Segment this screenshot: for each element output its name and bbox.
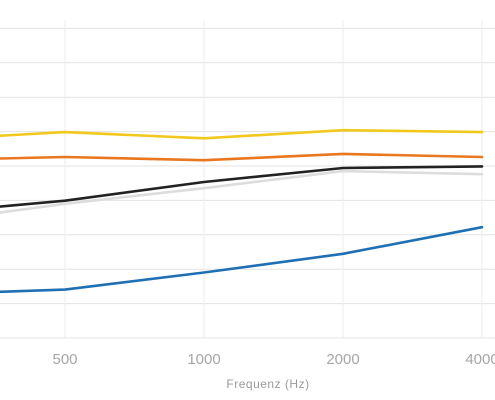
x-tick-labels: 500 1000 2000 4000 bbox=[52, 351, 495, 368]
series-line-3 bbox=[0, 169, 484, 214]
series-line-4 bbox=[0, 225, 484, 294]
series-line-0 bbox=[0, 128, 484, 140]
x-tick-label-4000: 4000 bbox=[465, 351, 495, 368]
x-tick-label-2000: 2000 bbox=[326, 351, 359, 368]
series-line-1 bbox=[0, 152, 484, 162]
series-line-2 bbox=[0, 165, 484, 208]
x-tick-label-1000: 1000 bbox=[187, 351, 220, 368]
grid bbox=[0, 20, 495, 339]
series-lines bbox=[0, 128, 484, 294]
x-tick-label-500: 500 bbox=[52, 351, 77, 368]
x-axis-title: Frequenz (Hz) bbox=[226, 377, 309, 391]
